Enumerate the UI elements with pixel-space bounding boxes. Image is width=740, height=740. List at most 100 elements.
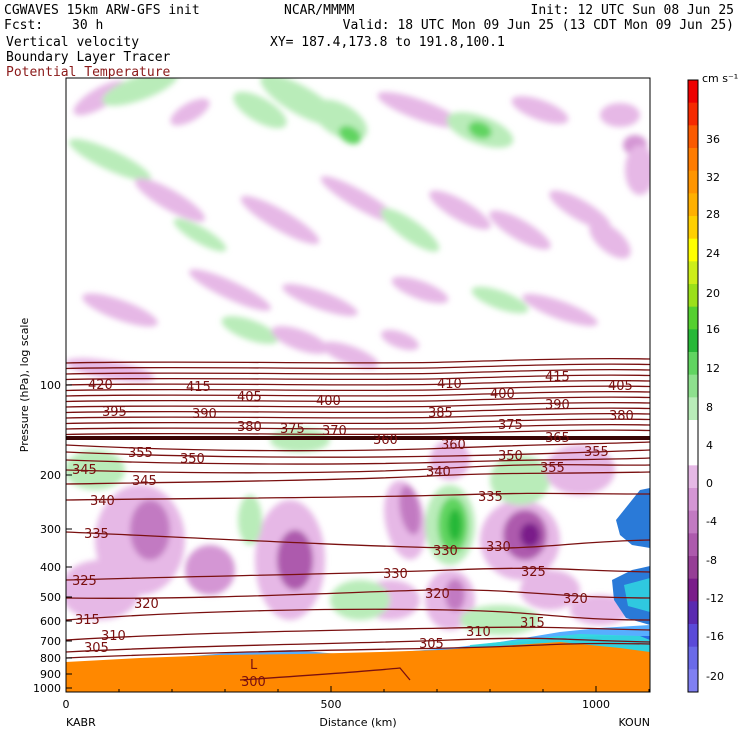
contour-label: 375 — [498, 418, 523, 433]
theta-contour — [66, 567, 650, 581]
contour-label: 350 — [498, 449, 523, 464]
theta-contour — [239, 667, 411, 681]
colorbar-swatch — [688, 556, 698, 580]
velocity-blob — [189, 269, 271, 311]
y-tick-label: 700 — [40, 635, 61, 648]
velocity-blob — [185, 545, 235, 595]
colorbar-swatch — [688, 669, 698, 693]
colorbar-swatch — [688, 193, 698, 217]
y-tick-label: 900 — [40, 668, 61, 681]
velocity-blob — [489, 210, 551, 250]
contour-label: 345 — [132, 474, 157, 489]
contour-label: 395 — [102, 405, 127, 420]
colorbar-swatch — [688, 374, 698, 398]
theta-contour — [66, 463, 650, 474]
colorbar-tick-label: 28 — [706, 208, 720, 221]
velocity-blob — [511, 96, 569, 124]
velocity-blob — [399, 485, 421, 535]
contour-label: 420 — [88, 378, 113, 393]
velocity-blob — [391, 276, 449, 304]
theta-contour — [66, 379, 650, 386]
theta-contour — [66, 407, 650, 414]
contour-label: 375 — [280, 422, 305, 437]
colorbar-tick-label: 12 — [706, 362, 720, 375]
contour-label: 410 — [437, 377, 462, 392]
contour-label: 300 — [241, 675, 266, 690]
contour-label: 315 — [520, 616, 545, 631]
contour-label: 390 — [545, 398, 570, 413]
colorbar-swatch — [688, 510, 698, 534]
contour-labels: 420 415 405 400 410 400 415 405 395 390 385 390 380 3… — [72, 370, 634, 690]
colorbar-swatch — [688, 352, 698, 376]
tracer-east — [616, 488, 650, 548]
theta-contour — [66, 642, 650, 659]
y-tick-label: 600 — [40, 615, 61, 628]
colorbar-swatch — [688, 216, 698, 240]
velocity-blob — [625, 145, 650, 195]
velocity-blob — [381, 329, 419, 351]
colorbar-swatch — [688, 442, 698, 466]
vertical-velocity-shading — [66, 78, 650, 635]
velocity-blob — [173, 218, 227, 252]
theta-contour — [66, 418, 650, 425]
colorbar-swatch — [688, 80, 698, 104]
velocity-blob — [135, 178, 205, 222]
contour-label: 320 — [563, 592, 588, 607]
y-tick-label: 1000 — [33, 682, 61, 695]
potential-temperature-contours — [66, 357, 650, 681]
xy-range: XY= 187.4,173.8 to 191.8,100.1 — [270, 35, 505, 50]
velocity-blob — [545, 445, 615, 495]
colorbar-swatch — [688, 624, 698, 648]
colorbar-tick-label: -16 — [706, 630, 724, 643]
field-vertical-velocity: Vertical velocity — [6, 35, 140, 50]
velocity-blob — [102, 78, 178, 106]
colorbar-swatch — [688, 170, 698, 194]
theta-contour — [66, 396, 650, 403]
contour-label: 350 — [180, 452, 205, 467]
contour-label: 315 — [75, 613, 100, 628]
theta-contour — [66, 441, 650, 452]
valid-time: Valid: 18 UTC Mon 09 Jun 25 (13 CDT Mon … — [342, 18, 734, 33]
contour-label: 365 — [545, 431, 570, 446]
colorbar-swatch — [688, 420, 698, 444]
contour-label: 330 — [486, 540, 511, 555]
y-tick-label: 200 — [40, 469, 61, 482]
colorbar-swatch — [688, 646, 698, 670]
colorbar-tick-label: 20 — [706, 287, 720, 300]
colorbar-swatch — [688, 261, 698, 285]
x-endpoint-right: KOUN — [618, 716, 650, 729]
velocity-blob — [468, 121, 492, 139]
field-potential-temperature: Potential Temperature — [6, 65, 171, 80]
velocity-blob — [338, 125, 362, 145]
contour-label: 340 — [90, 494, 115, 509]
theta-contour — [66, 401, 650, 408]
forecast-label: Fcst: — [4, 18, 44, 33]
colorbar-tick-label: 32 — [706, 171, 720, 184]
velocity-blob — [330, 580, 390, 620]
velocity-blob — [522, 293, 598, 327]
contour-label: 320 — [425, 587, 450, 602]
velocity-blob — [277, 530, 313, 590]
colorbar: 36 32 28 24 20 16 12 8 4 0 -4 -8 -12 -16 -20 — [687, 79, 724, 693]
velocity-blob — [377, 91, 463, 129]
theta-contour — [66, 412, 650, 419]
velocity-blob — [520, 570, 580, 610]
contour-label: 405 — [237, 390, 262, 405]
terrain — [66, 642, 650, 692]
contour-label: 415 — [545, 370, 570, 385]
theta-contour — [66, 637, 650, 653]
theta-contour — [66, 368, 650, 375]
x-axis: 0 500 1000 — [63, 686, 650, 711]
colorbar-tick-label: -8 — [706, 554, 717, 567]
contour-label: 335 — [478, 490, 503, 505]
x-tick-label: 500 — [321, 698, 342, 711]
y-tick-label: 300 — [40, 523, 61, 536]
y-tick-label: 500 — [40, 591, 61, 604]
theta-contour — [66, 357, 650, 364]
velocity-blob — [490, 455, 550, 505]
velocity-blob — [240, 195, 320, 245]
tracer-east3 — [624, 578, 650, 612]
low-marker: L — [250, 658, 258, 673]
velocity-blob — [520, 523, 540, 547]
contour-label: 305 — [84, 641, 109, 656]
